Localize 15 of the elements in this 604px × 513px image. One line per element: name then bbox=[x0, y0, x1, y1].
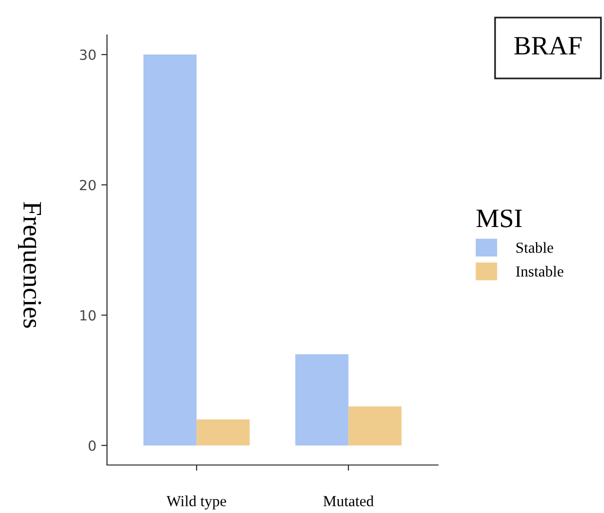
y-tick-label: 0 bbox=[88, 440, 96, 451]
legend-label: Instable bbox=[516, 266, 564, 277]
legend-title: MSI bbox=[476, 210, 522, 228]
y-axis-title: Frequencies bbox=[18, 202, 42, 328]
bar bbox=[348, 406, 402, 446]
bar bbox=[143, 54, 197, 446]
x-tick-label: Wild type bbox=[166, 496, 226, 510]
legend-label: Stable bbox=[516, 242, 554, 253]
y-tick-label: 20 bbox=[80, 180, 96, 190]
text: BRAF bbox=[514, 36, 582, 54]
bar bbox=[196, 419, 250, 446]
bar bbox=[295, 354, 348, 446]
y-tick-label: 10 bbox=[80, 310, 96, 321]
x-tick-label: Mutated bbox=[323, 496, 374, 506]
y-tick-label: 30 bbox=[80, 50, 96, 60]
